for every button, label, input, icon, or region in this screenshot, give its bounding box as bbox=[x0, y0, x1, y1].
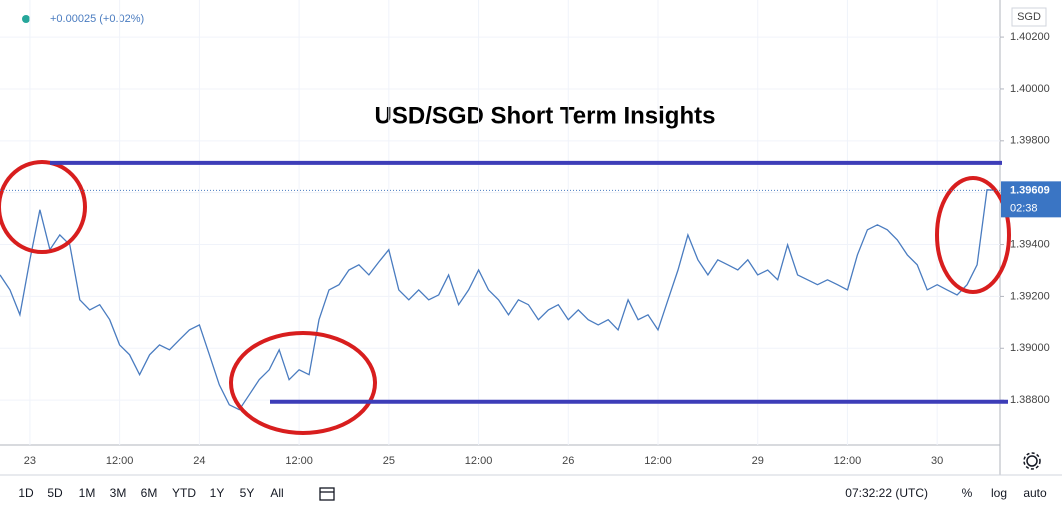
range-button[interactable]: 5Y bbox=[240, 486, 255, 500]
x-tick-label: 24 bbox=[193, 455, 205, 467]
x-tick-label: 12:00 bbox=[285, 455, 313, 467]
y-tick-label: 1.38800 bbox=[1010, 394, 1050, 406]
last-price-box bbox=[1001, 181, 1061, 218]
y-tick-label: 1.40000 bbox=[1010, 83, 1050, 95]
range-button[interactable]: 5D bbox=[47, 486, 63, 500]
option-button[interactable]: auto bbox=[1023, 486, 1047, 500]
range-button[interactable]: YTD bbox=[172, 486, 196, 500]
price-line bbox=[0, 189, 998, 411]
settings-icon[interactable] bbox=[1023, 452, 1041, 470]
y-tick-label: 1.39400 bbox=[1010, 238, 1050, 250]
range-button[interactable]: 3M bbox=[110, 486, 127, 500]
x-tick-label: 12:00 bbox=[465, 455, 493, 467]
currency-box bbox=[1011, 7, 1047, 27]
y-tick-label: 1.40200 bbox=[1010, 31, 1050, 43]
range-button[interactable]: 6M bbox=[141, 486, 158, 500]
option-button[interactable]: % bbox=[962, 486, 973, 500]
x-tick-label: 23 bbox=[24, 455, 36, 467]
status-dot bbox=[22, 15, 30, 23]
x-tick-label: 29 bbox=[752, 455, 764, 467]
y-tick-label: 1.39800 bbox=[1010, 135, 1050, 147]
option-button[interactable]: log bbox=[991, 486, 1007, 500]
highlight-circle bbox=[229, 331, 377, 435]
x-tick-label: 26 bbox=[562, 455, 574, 467]
chart-title: USD/SGD Short Term Insights bbox=[375, 102, 716, 129]
x-tick-label: 30 bbox=[931, 455, 943, 467]
y-tick-label: 1.39200 bbox=[1010, 290, 1050, 302]
range-button[interactable]: 1Y bbox=[210, 486, 225, 500]
highlight-circle bbox=[0, 160, 87, 254]
change-label: +0.00025 (+0.02%) bbox=[50, 13, 144, 25]
last-price-label: 1.39609 bbox=[1010, 184, 1050, 196]
range-button[interactable]: 1M bbox=[79, 486, 96, 500]
x-tick-label: 12:00 bbox=[644, 455, 672, 467]
x-tick-label: 25 bbox=[383, 455, 395, 467]
currency-label: SGD bbox=[1017, 11, 1041, 23]
range-button[interactable]: 1D bbox=[18, 486, 34, 500]
highlight-circle bbox=[935, 176, 1011, 294]
x-tick-label: 12:00 bbox=[106, 455, 134, 467]
range-button[interactable]: All bbox=[270, 486, 283, 500]
x-tick-label: 12:00 bbox=[834, 455, 862, 467]
y-tick-label: 1.39000 bbox=[1010, 342, 1050, 354]
compare-icon[interactable] bbox=[319, 487, 335, 501]
time-label: 07:32:22 (UTC) bbox=[845, 486, 928, 500]
countdown-label: 02:38 bbox=[1010, 202, 1038, 214]
